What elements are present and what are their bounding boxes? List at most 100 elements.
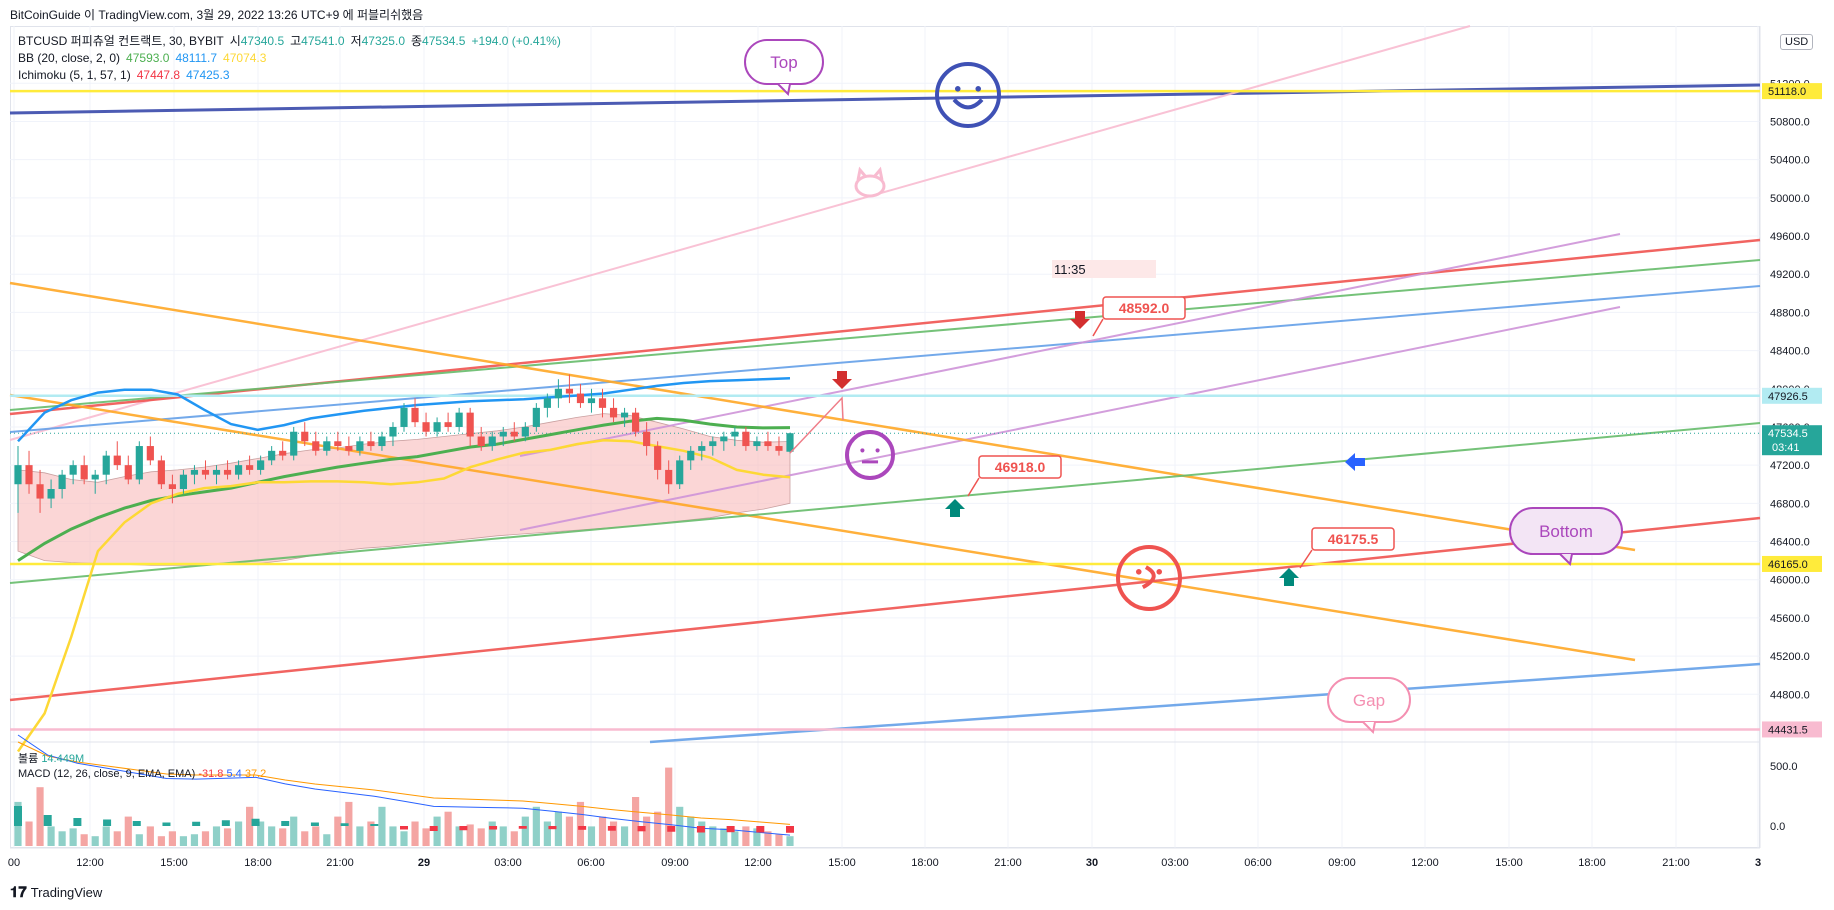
volume-bar (775, 834, 783, 846)
sad-face-icon-eye (1135, 569, 1142, 575)
legend-symbol[interactable]: BTCUSD 퍼피츄얼 컨트랙트, 30, BYBIT (18, 34, 224, 48)
volume-bar (643, 816, 651, 846)
macd-hist-bar (429, 826, 438, 831)
candle-body (786, 433, 794, 452)
x-tick-label: 18:00 (244, 857, 272, 869)
volume-bar (433, 816, 441, 846)
legend-bb-lower: 47074.3 (223, 51, 267, 65)
legend-ichimoku-row[interactable]: Ichimoku (5, 1, 57, 1) 47447.8 47425.3 (18, 67, 561, 84)
price-label-bg (1762, 425, 1822, 456)
legend-bb-upper: 48111.7 (175, 51, 218, 65)
x-tick-label: 06:00 (1244, 857, 1272, 869)
candle-body (113, 455, 121, 466)
price-box-46175-box (1311, 527, 1395, 551)
volume-legend-row[interactable]: 볼륨 14.449M (18, 752, 266, 767)
sad-face-icon-mouth (1141, 565, 1156, 590)
volume-bar (554, 811, 562, 846)
x-tick-label: 12:00 (744, 857, 772, 869)
gap-callout-tail (1362, 721, 1376, 735)
volume-bar (47, 826, 55, 846)
candle-body (466, 412, 474, 437)
candle-body (455, 412, 463, 427)
x-tick-label: 06:00 (577, 857, 605, 869)
candle-body (510, 431, 518, 437)
candle-body (80, 465, 88, 480)
x-tick-label: 21:00 (994, 857, 1022, 869)
macd-hist-bar (73, 818, 82, 826)
legend-bb-row[interactable]: BB (20, close, 2, 0) 47593.0 48111.7 470… (18, 50, 561, 67)
candle-body (36, 484, 44, 499)
volume-bar (499, 826, 507, 846)
macd-hist-bar (132, 821, 141, 826)
price-box-46175-text: 46175.5 (1328, 531, 1379, 547)
volume-bar (654, 811, 662, 846)
macd-hist-bar (607, 826, 616, 831)
volume-bar (720, 828, 728, 846)
top-callout-tail (777, 83, 791, 97)
macd-hist-bar (340, 823, 349, 826)
candle-body (102, 455, 110, 475)
volume-bar (91, 836, 99, 846)
candle-body (764, 441, 772, 447)
y-tick-label: 48400.0 (1770, 346, 1810, 358)
legend-high: 47541.0 (301, 34, 345, 48)
price-label-countdown: 03:41 (1772, 442, 1800, 454)
candle-body (135, 446, 143, 480)
volume-bar (168, 831, 176, 846)
macd-signal-value: 37.2 (244, 768, 267, 780)
volume-bar (620, 826, 629, 846)
macd-signal-line (17, 741, 791, 825)
top-callout-text: Top (770, 53, 797, 72)
trend-line-purple-upper (519, 233, 1621, 457)
x-tick-label: 30 (1086, 857, 1098, 869)
candle-body (665, 469, 673, 485)
price-box-48592-box (1102, 296, 1186, 320)
macd-hist-bar (103, 819, 112, 826)
trend-line-navy (9, 83, 1761, 115)
macd-hist-bar (14, 806, 22, 826)
macd-hist-bar (400, 826, 408, 830)
macd-hist-bar (162, 822, 171, 826)
buy-arrow-icon-shape (945, 499, 965, 517)
candle-body (587, 398, 596, 404)
price-box-46918-text: 46918.0 (995, 459, 1046, 475)
candle-body (643, 431, 651, 447)
gap-callout-text: Gap (1353, 691, 1385, 710)
candle-body (190, 469, 199, 475)
volume-bar (455, 826, 463, 846)
candle-body (201, 469, 210, 475)
sad-face-icon-eye (1156, 569, 1163, 575)
candle-body (654, 446, 662, 470)
volume-bar (190, 834, 199, 846)
volume-bar (587, 826, 596, 846)
price-box-46918: 46918.0 (978, 455, 1062, 479)
trend-line-green-upper (9, 259, 1761, 411)
volume-bar (444, 811, 452, 846)
tradingview-logo[interactable]: 𝟏𝟕 TradingView (10, 884, 102, 901)
sad-face-icon (1116, 545, 1182, 611)
trend-line-purple-lower (519, 306, 1621, 531)
sell-arrow-icon (832, 371, 852, 389)
volume-bar (709, 826, 717, 846)
price-label: 44431.5 (1768, 724, 1808, 736)
y-tick-label: 49600.0 (1770, 231, 1810, 243)
buy-arrow-icon (1279, 568, 1299, 586)
candle-body (389, 426, 397, 437)
volume-bar (742, 826, 750, 846)
currency-button[interactable]: USD (1780, 34, 1814, 50)
projection-path (789, 396, 844, 454)
candle-body (47, 489, 55, 499)
volume-bar (543, 821, 551, 846)
candle-body (477, 436, 485, 447)
bb-basis-line (17, 416, 791, 562)
y-tick-label: 50000.0 (1770, 193, 1810, 205)
candle-body (400, 407, 408, 427)
volume-bar (146, 826, 154, 846)
legend-ichimoku-a: 47447.8 (136, 68, 181, 82)
volume-bar (69, 828, 77, 846)
candle-body (323, 441, 331, 451)
macd-legend-row[interactable]: MACD (12, 26, close, 9, EMA, EMA) -31.8 … (18, 767, 266, 782)
x-tick-label: 21:00 (326, 857, 354, 869)
volume-bar (246, 806, 254, 846)
